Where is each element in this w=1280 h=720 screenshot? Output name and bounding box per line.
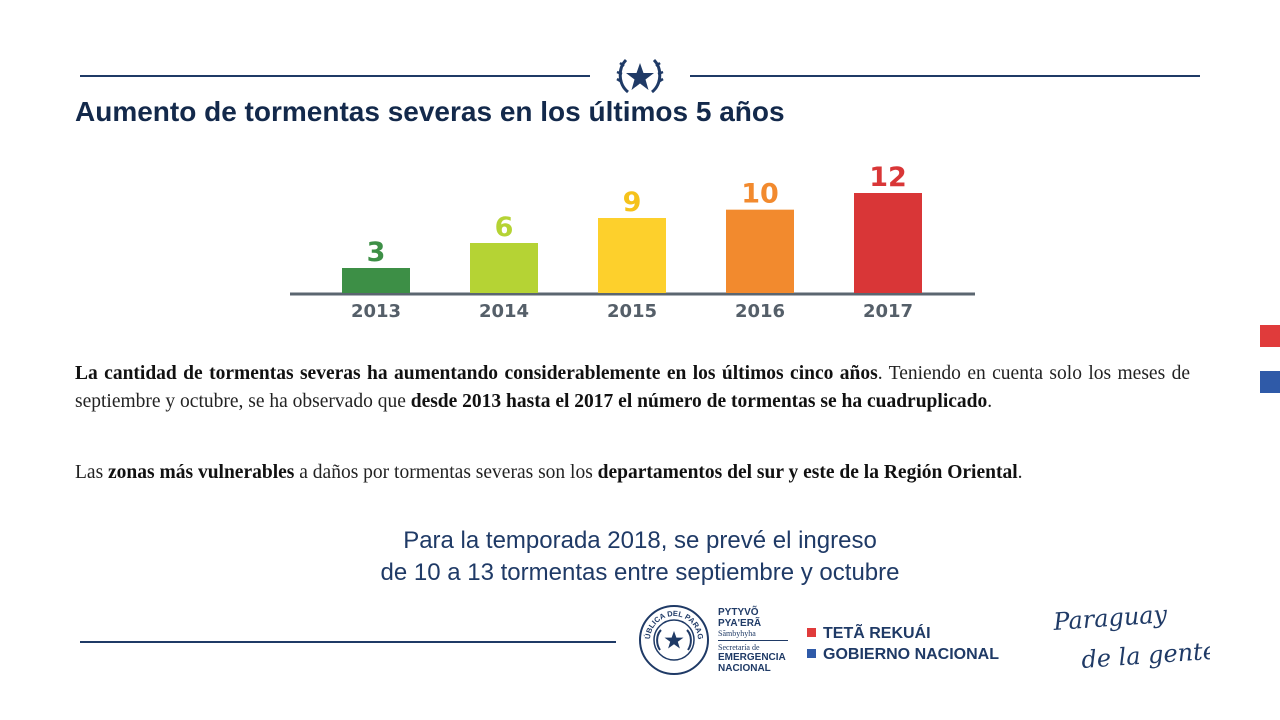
tick-label-2015: 2015 — [607, 301, 657, 322]
p1-text: . Teniendo en cuenta solo los meses de s… — [75, 363, 1190, 412]
bar-2017 — [854, 193, 922, 293]
red-square-icon — [807, 628, 816, 637]
seal-text: REPÚBLICA DEL PARAGUAY — [638, 604, 705, 640]
p2-end: . — [1017, 462, 1023, 483]
bar-chart: 3 2013 6 2014 9 2015 10 2016 12 2017 — [290, 165, 975, 322]
p1-end: . — [987, 391, 993, 412]
bar-2016 — [726, 209, 794, 293]
value-label-2014: 6 — [495, 212, 514, 243]
republic-seal-icon: REPÚBLICA DEL PARAGUAY — [638, 604, 709, 675]
paragraph-vulnerable: Las zonas más vulnerables a daños por to… — [75, 459, 1190, 487]
tick-label-2013: 2013 — [351, 301, 401, 322]
gov-line-1-text: TETÃ REKUÁI — [823, 625, 931, 642]
sen-divider — [718, 640, 788, 641]
bar-2015 — [598, 218, 666, 293]
paraguay-de-la-gente-logo: Paraguay de la gente — [1051, 600, 1210, 674]
bottom-rule — [80, 641, 616, 643]
bar-2014 — [470, 243, 538, 293]
top-left-rule — [80, 75, 590, 77]
bar-2013 — [342, 268, 410, 293]
value-label-2017: 12 — [869, 165, 907, 193]
logo-line-1: Paraguay — [1051, 600, 1168, 636]
sen-line-5: EMERGENCIA — [718, 652, 786, 663]
logo-line-2: de la gente — [1080, 637, 1210, 674]
tick-label-2017: 2017 — [863, 301, 913, 322]
forecast-text: Para la temporada 2018, se prevé el ingr… — [0, 525, 1280, 589]
sen-line-4: Secretaría de — [718, 643, 760, 652]
sen-line-1: PYTYVÕ — [718, 607, 759, 618]
national-seal-icon — [616, 58, 664, 94]
value-label-2016: 10 — [741, 179, 779, 210]
gov-line-2: GOBIERNO NACIONAL — [807, 644, 999, 665]
sen-line-6: NACIONAL — [718, 663, 771, 674]
sen-logo: PYTYVÕ PYA'ERÃ Sãmbyhyha Secretaría de E… — [718, 607, 798, 674]
p2-bold-zones: zonas más vulnerables — [108, 462, 295, 483]
sen-line-3: Sãmbyhyha — [718, 629, 756, 638]
blue-square-icon — [807, 649, 816, 658]
top-right-rule — [690, 75, 1200, 77]
slide-title: Aumento de tormentas severas en los últi… — [75, 96, 785, 127]
tick-label-2014: 2014 — [479, 301, 529, 322]
p2-text-1: Las — [75, 462, 109, 483]
side-tab-red — [1260, 325, 1280, 347]
p1-bold-quadrupled: desde 2013 hasta el 2017 el número de to… — [410, 391, 988, 412]
p1-bold-statement: La cantidad de tormentas severas ha aume… — [75, 363, 878, 384]
gov-line-2-text: GOBIERNO NACIONAL — [823, 646, 999, 663]
p2-bold-departments: departamentos del sur y este de la Regió… — [597, 462, 1018, 483]
forecast-line-2: de 10 a 13 tormentas entre septiembre y … — [380, 559, 900, 586]
value-label-2013: 3 — [367, 237, 386, 268]
tick-label-2016: 2016 — [735, 301, 785, 322]
side-tab-blue — [1260, 371, 1280, 393]
gobierno-nacional-logo: TETÃ REKUÁI GOBIERNO NACIONAL — [807, 623, 999, 665]
gov-line-1: TETÃ REKUÁI — [807, 623, 999, 644]
sen-line-2: PYA'ERÃ — [718, 618, 762, 629]
forecast-line-1: Para la temporada 2018, se prevé el ingr… — [403, 527, 877, 554]
value-label-2015: 9 — [623, 187, 642, 218]
paragraph-growth: La cantidad de tormentas severas ha aume… — [75, 360, 1190, 416]
p2-text-2: a daños por tormentas severas son los — [294, 462, 598, 483]
